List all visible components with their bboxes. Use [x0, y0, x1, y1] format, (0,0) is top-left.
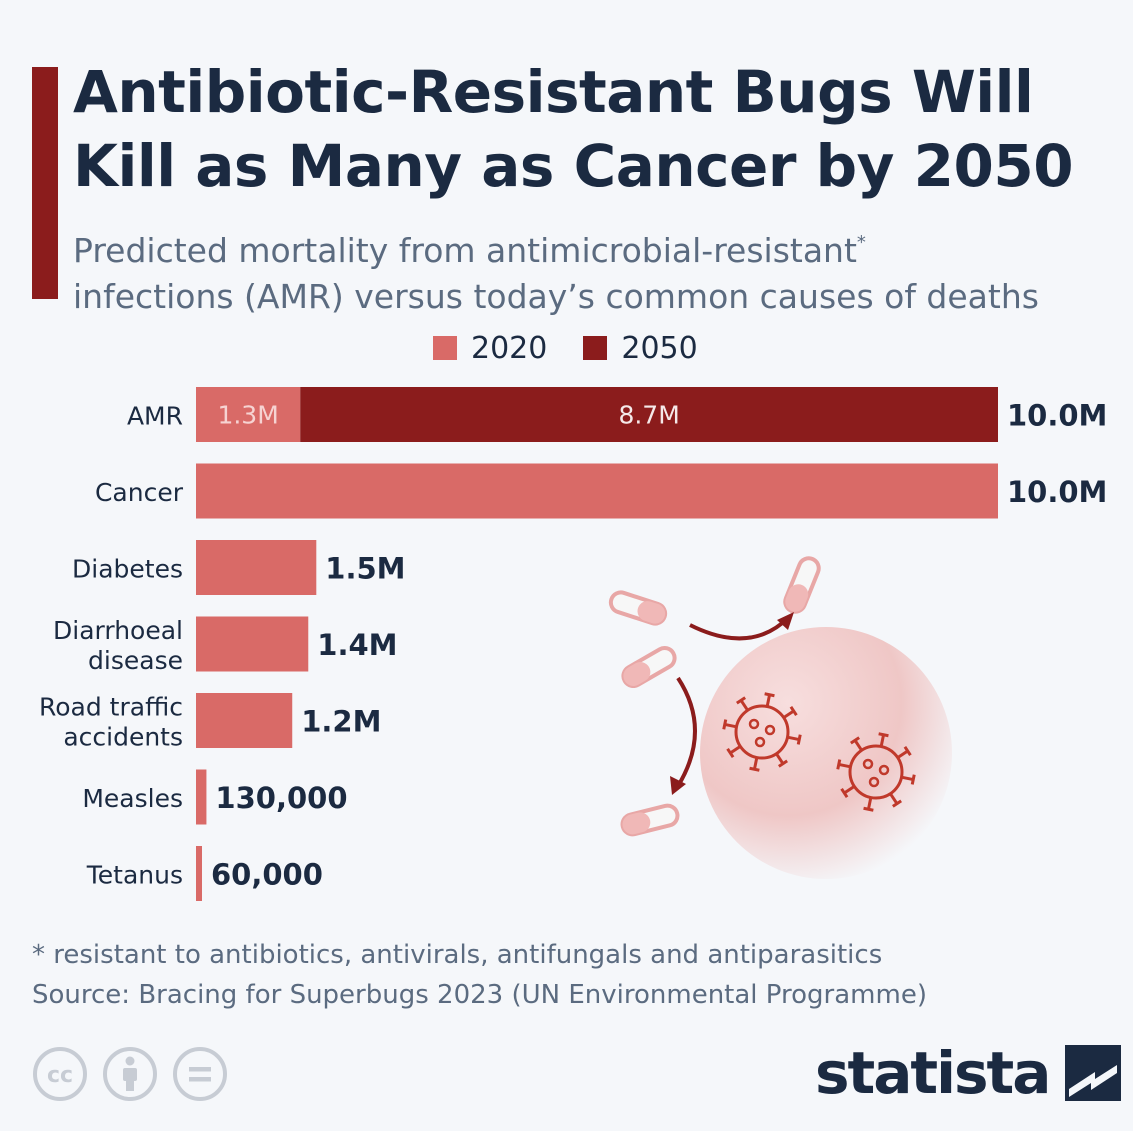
category-label-tetanus: Tetanus — [86, 861, 183, 890]
bar-diarrhoeal-disease-2020 — [196, 616, 309, 672]
category-label-cancer: Cancer — [95, 478, 184, 507]
legend: 2020 2050 — [433, 330, 734, 366]
bar-cancer-2020 — [196, 463, 998, 519]
arrowhead-icon — [777, 612, 794, 630]
virus-icon — [836, 732, 916, 812]
total-label-tetanus: 60,000 — [211, 858, 323, 892]
footnote: * resistant to antibiotics, antivirals, … — [32, 935, 1112, 1015]
category-label-diarrhoeal-disease: Diarrhoeal — [53, 616, 183, 645]
category-label-road-traffic-accidents: Road traffic — [39, 693, 183, 722]
statista-brand[interactable]: statista — [815, 1036, 1122, 1110]
legend-label-2050: 2050 — [621, 330, 698, 366]
brand-name: statista — [815, 1039, 1051, 1107]
bar-road-traffic-accidents-2020 — [196, 693, 293, 748]
bar-amr-2020 — [196, 387, 301, 442]
source-text: Source: Bracing for Superbugs 2023 (UN E… — [32, 980, 927, 1010]
category-label-measles: Measles — [82, 784, 183, 813]
bar-diabetes-2020 — [196, 540, 317, 595]
category-label-amr: AMR — [127, 402, 183, 431]
svg-text:cc: cc — [47, 1063, 73, 1088]
subtitle-line-1: Predicted mortality from antimicrobial-r… — [73, 231, 857, 270]
legend-swatch-2020 — [433, 336, 457, 360]
legend-label-2020: 2020 — [471, 330, 548, 366]
bar-measles-2020 — [196, 769, 207, 825]
arrow-icon — [689, 616, 790, 641]
category-label-diarrhoeal-disease: disease — [88, 646, 183, 675]
category-label-road-traffic-accidents: accidents — [63, 723, 183, 752]
pill-icon — [620, 803, 680, 837]
superbug-illustration — [608, 556, 952, 879]
creative-commons-icon[interactable]: cc — [32, 1046, 88, 1102]
arrowhead-icon — [670, 776, 686, 795]
total-label-diarrhoeal-disease: 1.4M — [317, 628, 397, 662]
attribution-icon[interactable] — [102, 1046, 158, 1102]
chart-subtitle: Predicted mortality from antimicrobial-r… — [73, 220, 1123, 320]
total-label-diabetes: 1.5M — [325, 552, 405, 586]
pill-icon — [783, 556, 821, 614]
license-icons: cc — [32, 1046, 242, 1102]
bar-tetanus-2020 — [196, 846, 202, 901]
chart-title: Antibiotic-Resistant Bugs Will Kill as M… — [73, 58, 1074, 200]
virus-icon — [722, 692, 802, 772]
no-derivatives-icon[interactable] — [172, 1046, 228, 1102]
subtitle-line-2: infections (AMR) versus today’s common c… — [73, 277, 1039, 316]
total-label-measles: 130,000 — [215, 781, 347, 815]
cell-circle — [700, 627, 952, 879]
pill-icon — [621, 646, 677, 688]
total-label-cancer: 10.0M — [1007, 475, 1107, 509]
bar-chart: AMR 1.3M 8.7M 10.0M Cancer 10.0M Diabetes 1.5M D… — [39, 387, 1107, 901]
subtitle-asterisk: * — [856, 232, 866, 253]
data-label-amr-2020: 1.3M — [217, 401, 278, 430]
footnote-text: * resistant to antibiotics, antivirals, … — [32, 940, 883, 970]
statista-logo-icon — [1065, 1045, 1122, 1101]
data-label-amr-2050: 8.7M — [618, 401, 679, 430]
legend-swatch-2050 — [583, 336, 608, 360]
bar-amr-2050 — [300, 387, 998, 442]
legend-item-2050: 2050 — [583, 330, 698, 366]
total-label-amr: 10.0M — [1007, 399, 1107, 433]
accent-bar — [32, 67, 58, 299]
category-label-diabetes: Diabetes — [72, 555, 183, 584]
arrow-icon — [676, 676, 697, 788]
total-label-road-traffic-accidents: 1.2M — [301, 705, 381, 739]
pill-icon — [608, 590, 668, 626]
legend-item-2020: 2020 — [433, 331, 547, 366]
